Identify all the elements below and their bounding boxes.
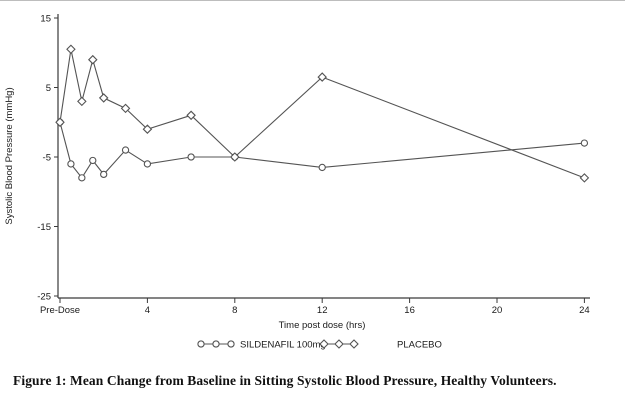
y-axis-title: Systolic Blood Pressure (mmHg)	[4, 87, 15, 224]
circle-marker	[100, 170, 108, 179]
diamond-marker	[55, 117, 65, 128]
y-tick-label: -15	[37, 222, 51, 233]
y-tick-label: -5	[43, 153, 51, 164]
circle-marker	[212, 340, 220, 348]
circle-marker	[121, 146, 130, 154]
figure-caption: Figure 1: Mean Change from Baseline in S…	[13, 373, 557, 388]
circle-marker	[78, 174, 86, 182]
diamond-marker	[319, 339, 329, 349]
circle-marker	[197, 340, 205, 348]
diamond-marker	[77, 96, 87, 107]
circle-marker	[580, 139, 589, 147]
circle-marker	[318, 163, 326, 172]
x-axis-title: Time post dose (hrs)	[279, 320, 366, 331]
circle-marker	[143, 160, 152, 168]
chart-area: 15 5 -5 -15 -25 Pre-Dose 4 8 12 16 20 24 Time post d…	[0, 1, 625, 366]
x-tick-label: 16	[404, 305, 415, 316]
diamond-marker	[120, 103, 131, 114]
x-tick-label: 24	[579, 305, 590, 316]
y-tick-label: 15	[40, 14, 51, 25]
diamond-marker	[317, 72, 327, 82]
circle-marker	[67, 160, 75, 168]
diamond-marker	[579, 173, 590, 183]
diamond-marker	[230, 152, 240, 162]
x-tick-label: 4	[145, 305, 150, 316]
diamond-marker	[66, 44, 76, 55]
x-tick-label: 8	[232, 305, 237, 316]
diamond-marker	[142, 124, 153, 134]
diamond-marker	[334, 339, 344, 349]
chart-canvas: 15 5 -5 -15 -25 Pre-Dose 4 8 12 16 20 24 Time post d…	[4, 14, 590, 351]
legend-label-placebo: PLACEBO	[397, 340, 442, 351]
y-tick-label: 5	[46, 83, 51, 94]
x-tick-label: 12	[317, 305, 328, 316]
legend-label-sildenafil: SILDENAFIL 100mg	[240, 340, 326, 351]
circle-marker	[89, 156, 97, 165]
diamond-marker	[186, 110, 196, 121]
diamond-marker	[349, 339, 359, 349]
x-tick-label: 20	[492, 305, 503, 316]
x-tick-label: Pre-Dose	[40, 305, 80, 316]
diamond-marker	[98, 93, 109, 103]
y-tick-label: -25	[37, 292, 51, 303]
diamond-marker	[87, 54, 98, 65]
circle-marker	[227, 340, 235, 348]
circle-marker	[187, 153, 195, 161]
